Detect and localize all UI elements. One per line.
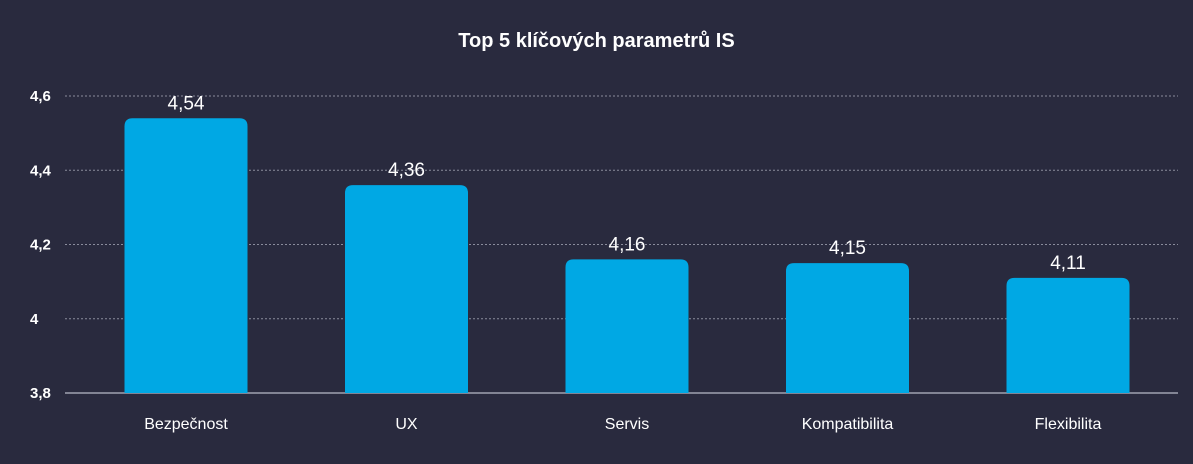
y-tick-label: 4 bbox=[30, 311, 39, 328]
y-tick-label: 4,2 bbox=[30, 237, 51, 254]
data-label: 4,16 bbox=[609, 234, 646, 255]
chart-title: Top 5 klíčových parametrů IS bbox=[458, 30, 735, 52]
bar bbox=[565, 259, 689, 393]
data-label: 4,11 bbox=[1050, 253, 1086, 274]
x-tick-label: UX bbox=[395, 416, 418, 433]
data-label: 4,54 bbox=[168, 93, 205, 114]
x-tick-label: Flexibilita bbox=[1035, 416, 1102, 433]
y-tick-label: 4,4 bbox=[30, 162, 52, 179]
bar bbox=[786, 263, 909, 393]
x-tick-label: Kompatibilita bbox=[802, 416, 894, 433]
x-tick-label: Bezpečnost bbox=[144, 416, 228, 433]
x-tick-label: Servis bbox=[605, 416, 649, 433]
data-label: 4,15 bbox=[829, 238, 866, 259]
bar bbox=[124, 118, 248, 394]
bar bbox=[1006, 277, 1130, 393]
y-tick-label: 3,8 bbox=[30, 385, 51, 402]
y-tick-label: 4,6 bbox=[30, 88, 51, 105]
data-label: 4,36 bbox=[388, 160, 425, 181]
bar bbox=[345, 185, 468, 393]
